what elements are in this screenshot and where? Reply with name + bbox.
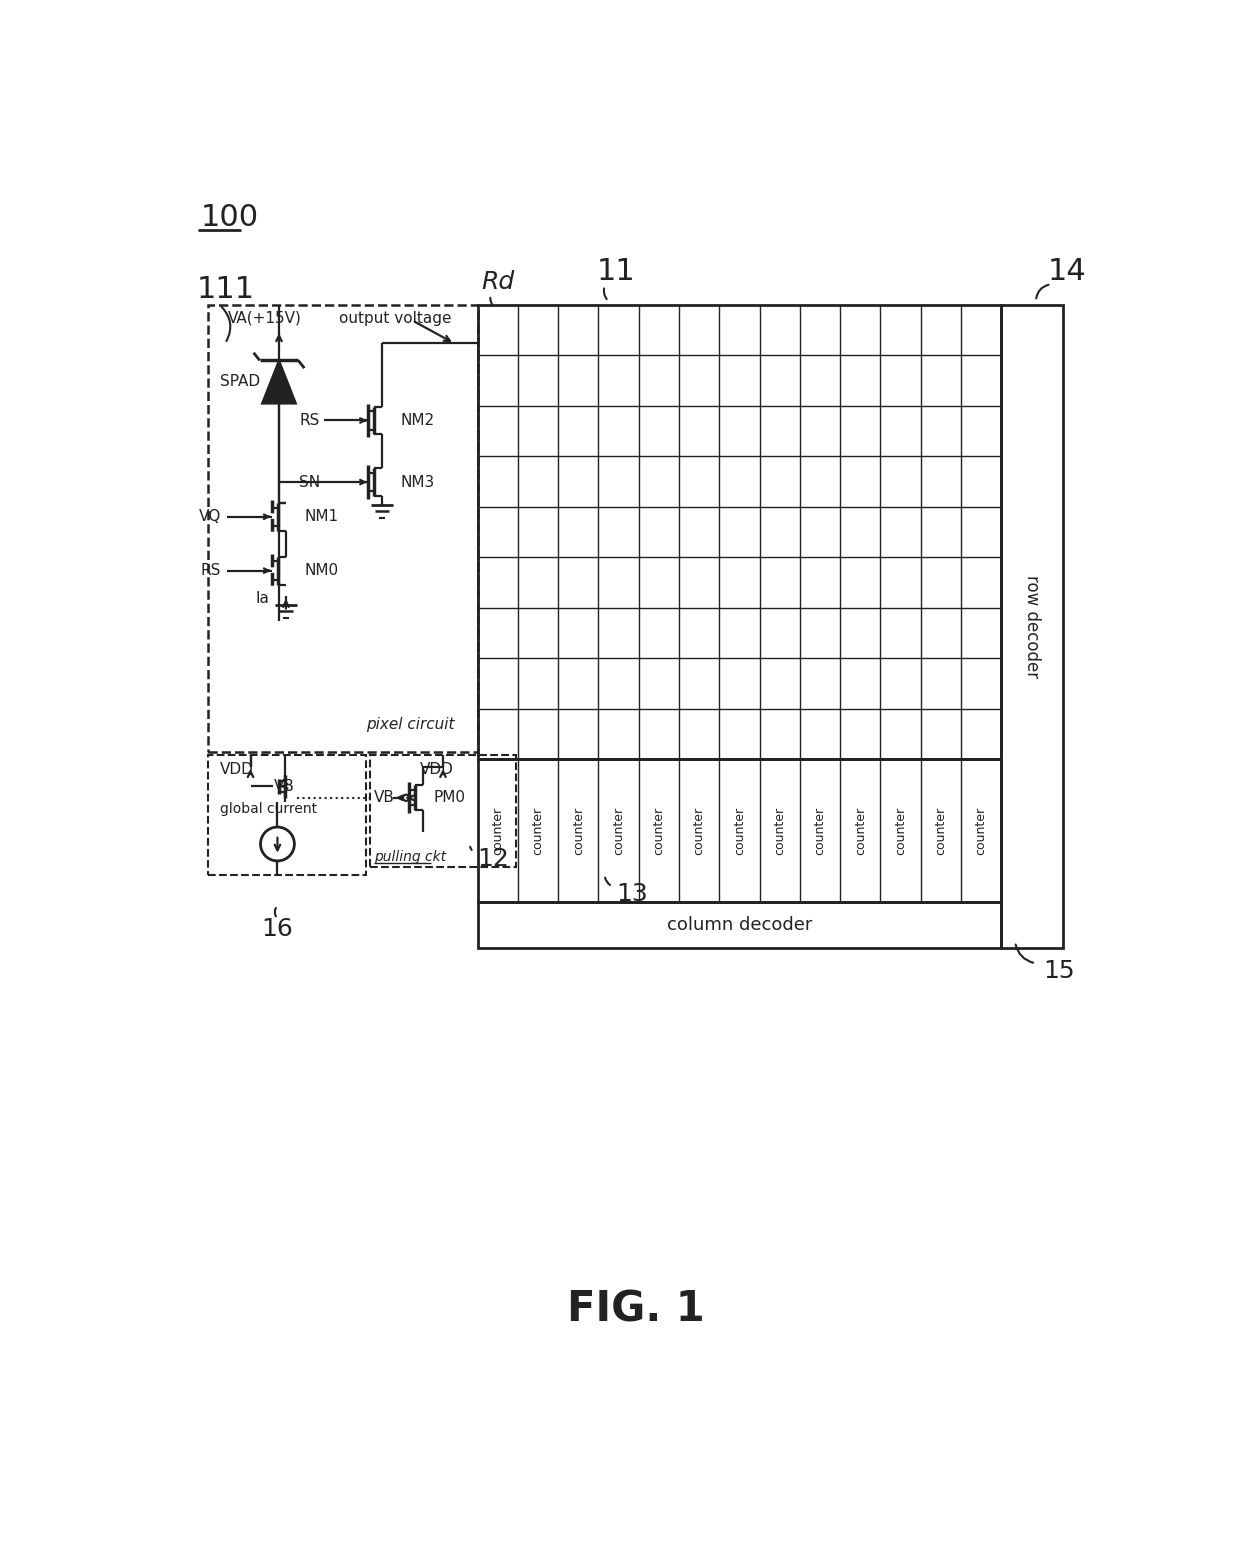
Text: row decoder: row decoder [1023,575,1042,678]
Text: NM1: NM1 [304,509,339,524]
Bar [477,305,1001,760]
Text: SPAD: SPAD [219,374,260,390]
Bar [477,902,1001,948]
Text: 11: 11 [596,257,636,286]
Text: NM0: NM0 [304,563,339,579]
Text: pulling ckt: pulling ckt [373,851,446,865]
Text: counter: counter [854,806,867,854]
Text: SN: SN [299,475,320,489]
Text: counter: counter [532,806,544,854]
Text: 15: 15 [1044,959,1075,982]
Text: VQ: VQ [198,509,221,524]
Text: 12: 12 [477,848,510,871]
Text: pixel circuit: pixel circuit [366,718,455,732]
Text: VDD: VDD [219,761,253,777]
Text: NM2: NM2 [401,413,435,429]
Text: counter: counter [613,806,625,854]
Text: 13: 13 [616,882,649,907]
Text: 111: 111 [197,275,254,305]
Text: global current: global current [219,803,317,817]
Bar [208,755,366,874]
Text: RS: RS [299,413,320,429]
Text: counter: counter [733,806,746,854]
Text: counter: counter [894,806,906,854]
Text: 16: 16 [262,917,294,941]
Bar [208,305,477,752]
Text: counter: counter [975,806,987,854]
Bar [1001,305,1063,948]
Text: counter: counter [652,806,666,854]
Text: FIG. 1: FIG. 1 [567,1289,704,1330]
Text: counter: counter [813,806,827,854]
Text: counter: counter [491,806,505,854]
Text: counter: counter [572,806,585,854]
Text: VB: VB [373,791,394,806]
Text: counter: counter [934,806,947,854]
Polygon shape [262,360,296,404]
Text: VDD: VDD [420,761,454,777]
Text: Ia: Ia [255,591,269,606]
Text: PM0: PM0 [434,791,466,806]
Text: column decoder: column decoder [667,916,812,934]
Text: RS: RS [201,563,221,579]
Text: 14: 14 [1048,257,1086,286]
Text: 100: 100 [201,204,259,232]
Text: output voltage: output voltage [339,311,451,325]
Text: VB: VB [274,778,294,794]
Text: NM3: NM3 [401,475,435,489]
Text: VA(+15V): VA(+15V) [227,311,301,325]
Text: counter: counter [774,806,786,854]
Text: counter: counter [693,806,706,854]
Bar [477,760,1001,902]
Bar [370,755,516,866]
Text: Rd: Rd [481,269,515,294]
